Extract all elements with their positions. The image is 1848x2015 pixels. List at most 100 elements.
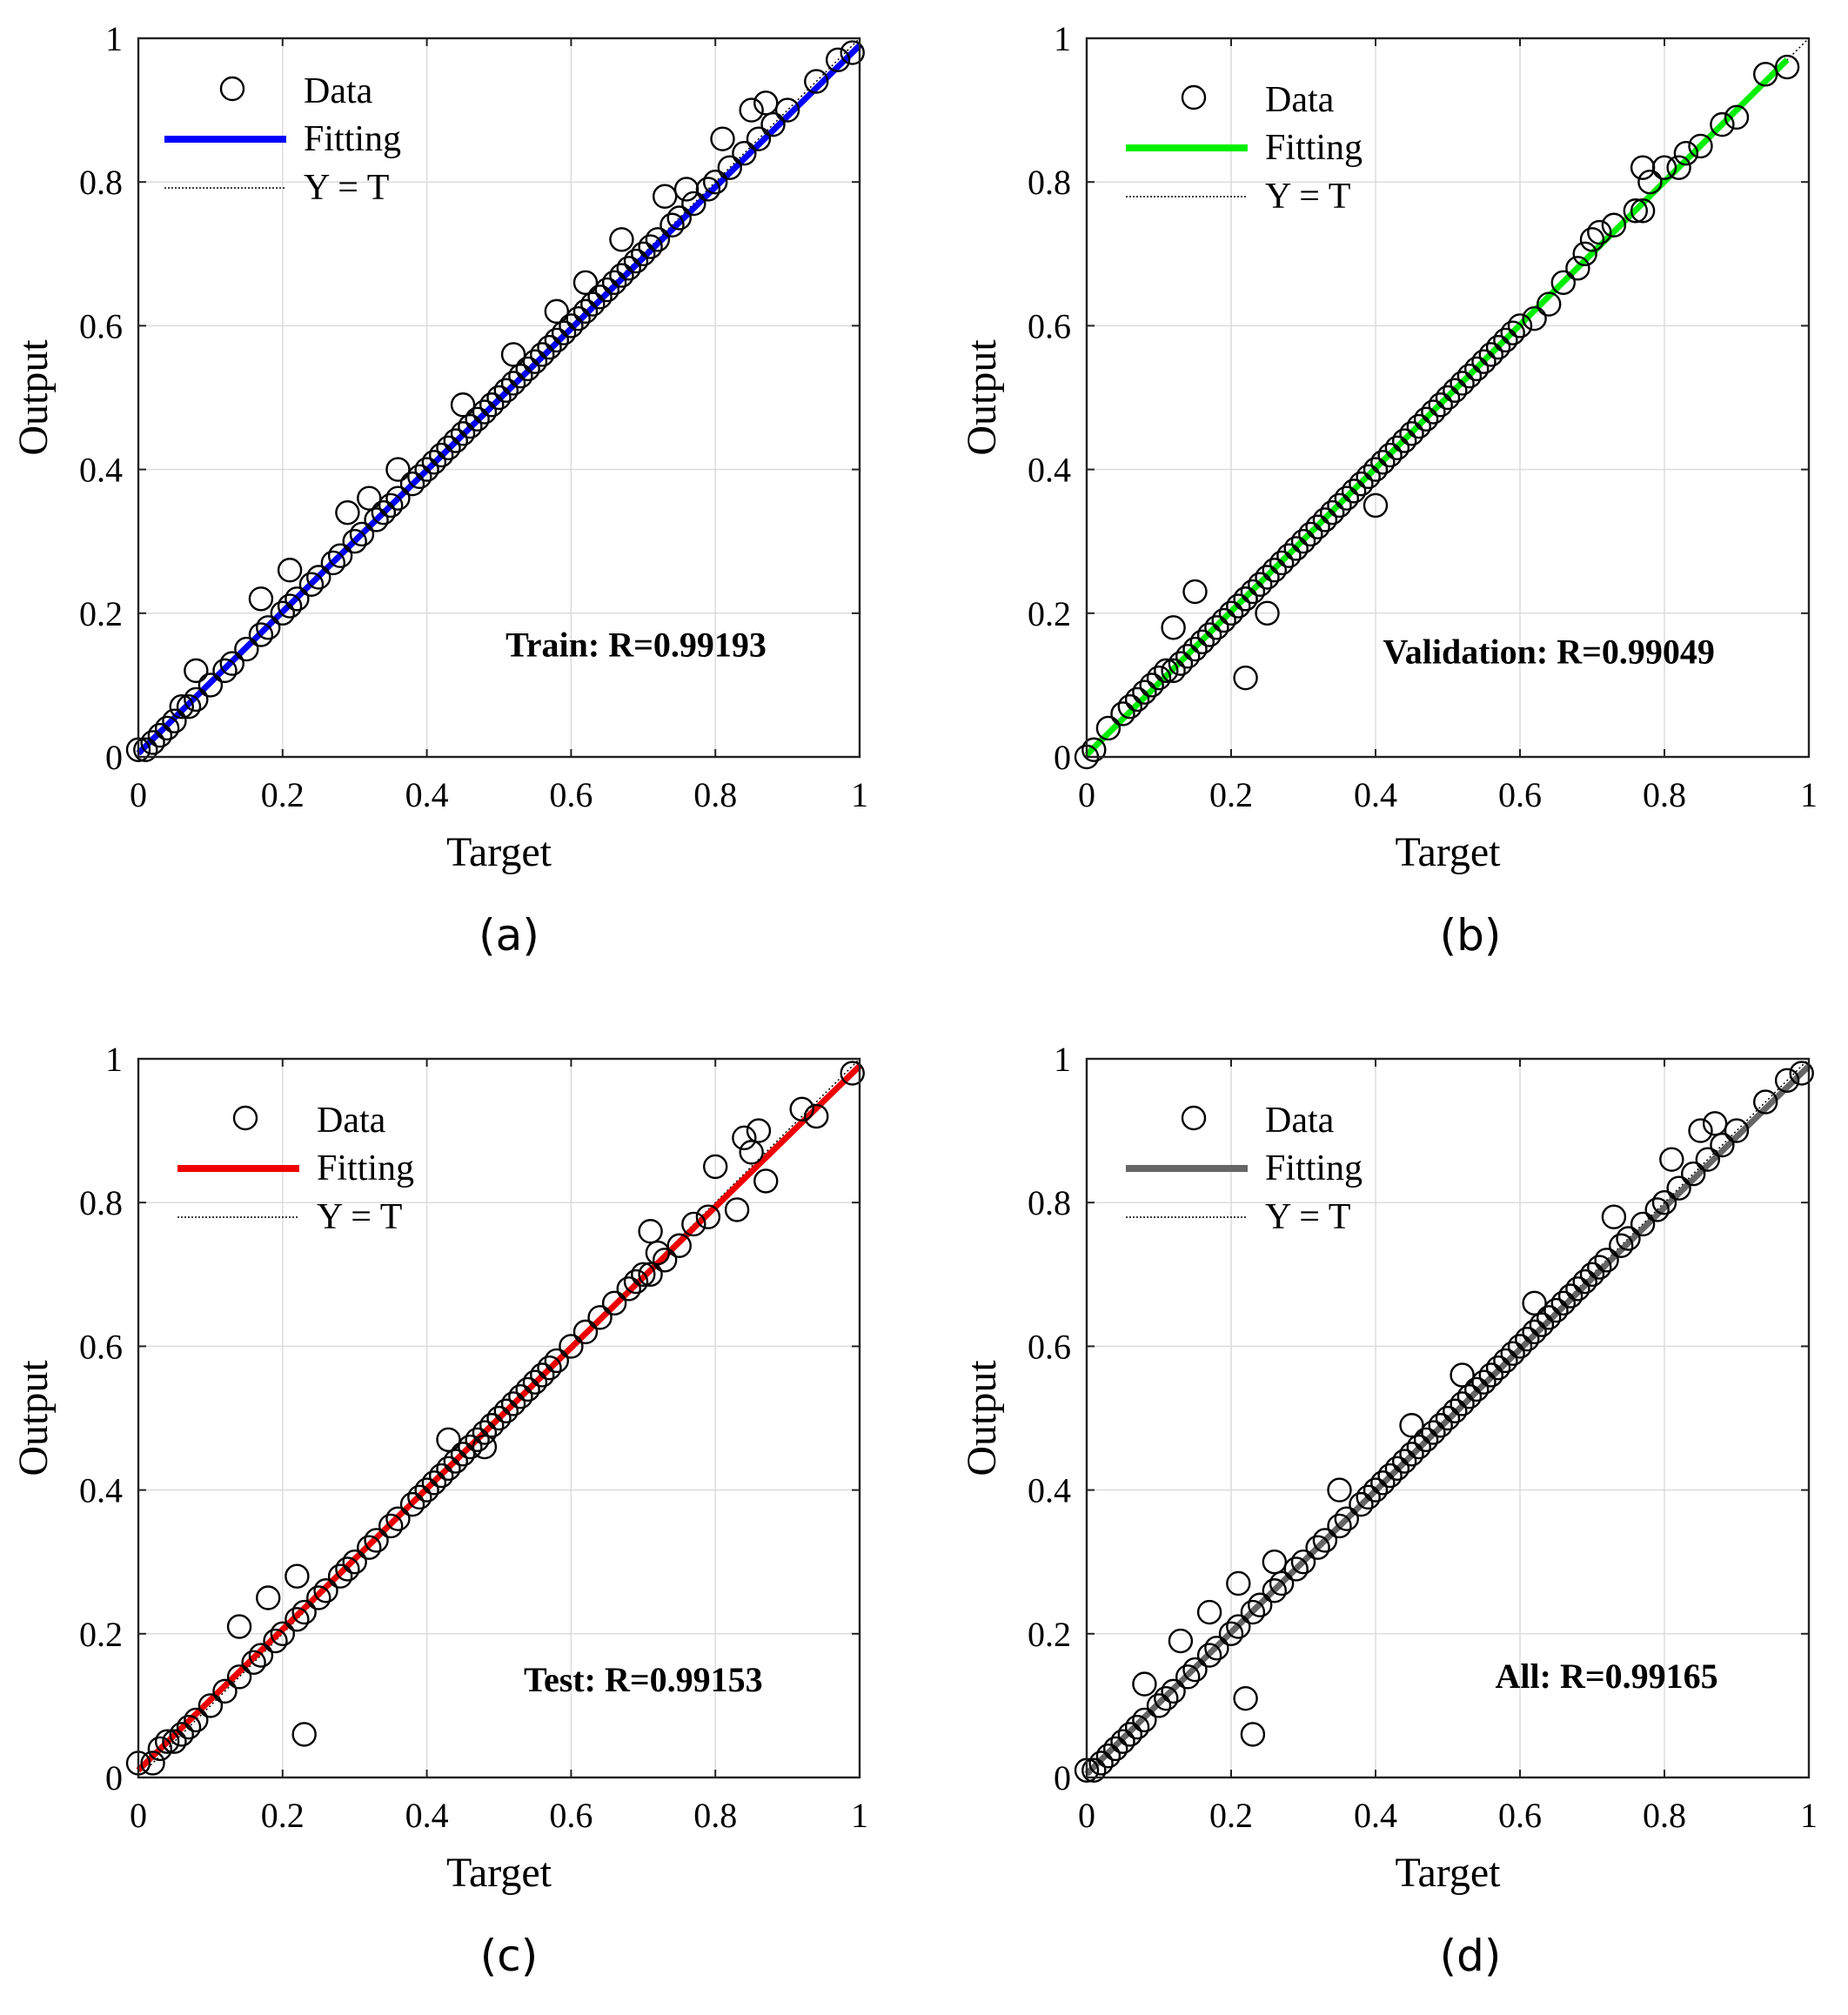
data-point [522,1369,548,1395]
data-point [1478,1362,1504,1388]
data-point [1630,1211,1656,1237]
data-point [1095,1744,1122,1769]
data-point [1290,529,1316,554]
data-point [500,371,526,396]
axes-frame [137,1057,861,1779]
data-point [1391,1449,1417,1474]
data-point [1233,586,1258,612]
data-point [248,1643,274,1668]
data-point [263,1628,288,1654]
data-point [1102,1736,1128,1762]
data-point [631,1262,656,1288]
data-point [1587,219,1612,245]
data-point [1450,1362,1475,1388]
data-point [1204,1636,1229,1661]
data-point [1196,1599,1222,1625]
data-point [1623,198,1649,224]
data-point [285,1607,310,1632]
data-point [1240,1599,1266,1625]
data-point [530,342,555,367]
x-tick-label: 0.8 [693,775,737,814]
data-point [479,392,505,418]
data-point [1204,615,1229,640]
data-point [320,550,346,576]
legend-yt-label: Y = T [1265,177,1350,217]
y-tick-label: 0 [105,738,123,777]
data-point [1276,543,1302,568]
data-point [133,737,158,762]
x-tick-label: 0.4 [1354,1796,1397,1835]
y-tick-label: 0 [1054,738,1071,777]
data-point [616,256,641,281]
data-point [638,1219,663,1244]
data-point [472,399,498,425]
y-tick-label: 1 [105,1040,123,1079]
data-point [1608,1233,1634,1258]
data-point [212,658,238,684]
data-point [746,1118,772,1143]
legend-yt-label: Y = T [304,168,389,208]
legend-fitting-label: Fitting [304,119,401,159]
data-point [428,442,454,468]
data-point [1341,479,1367,504]
data-point [1399,1413,1424,1438]
panel-b: 00 0.2 0.2 0.4 0.4 0.6 0.6 0.8 0.8 1 1 Target Output… [959,19,1818,961]
data-point [1550,1290,1577,1316]
data-point [1233,1685,1258,1711]
data-point [465,1427,490,1452]
data-point [1175,1664,1201,1690]
data-point [1572,1269,1597,1295]
data-point [1630,198,1656,224]
y-tick-label: 0.2 [1028,594,1071,633]
data-point [572,298,599,325]
data-point [616,1276,641,1302]
y-tick-label: 0.4 [79,451,123,490]
data-point [285,1563,310,1589]
data-point [1695,1147,1721,1172]
data-point [1485,334,1511,360]
y-tick-label: 0.2 [1028,1615,1071,1654]
data-point [1269,550,1295,576]
data-point [1168,651,1194,676]
y-tick-label: 0.6 [1028,306,1071,345]
data-point [566,305,591,331]
data-point [169,693,194,720]
data-point [587,1305,613,1330]
y-tick-label: 0.8 [1028,163,1071,202]
legend-data-marker [219,76,245,102]
y-tick-label: 0.6 [79,306,123,345]
data-point [219,651,244,676]
data-point [594,277,620,303]
data-point [169,1722,194,1747]
data-point [1175,644,1201,669]
data-point [1255,600,1280,626]
data-point [256,1585,281,1610]
y-tick-label: 1 [105,19,123,58]
data-point [335,1556,360,1582]
data-point [789,1096,814,1122]
data-point [1666,1175,1691,1201]
legend-data-marker [232,1105,258,1131]
data-point [436,1456,461,1482]
x-tick-label: 0.2 [261,1796,305,1835]
data-point [248,586,274,612]
data-point [1154,658,1179,684]
data-point [623,248,649,274]
data-point [1305,1535,1330,1560]
y-tick-label: 0.6 [79,1327,123,1366]
data-point [1363,492,1389,519]
data-point [154,715,180,741]
y-tick-label: 0 [105,1758,123,1797]
data-point [342,1549,367,1575]
data-point [1456,364,1483,389]
x-axis-label: Target [446,829,552,875]
data-point [1435,1405,1461,1431]
data-point [1095,715,1122,741]
data-point [450,421,476,446]
data-point [184,686,209,713]
data-point [522,349,548,374]
data-point [270,1621,295,1647]
data-point [364,507,389,532]
data-point [1500,1341,1525,1366]
data-point [472,1420,498,1445]
